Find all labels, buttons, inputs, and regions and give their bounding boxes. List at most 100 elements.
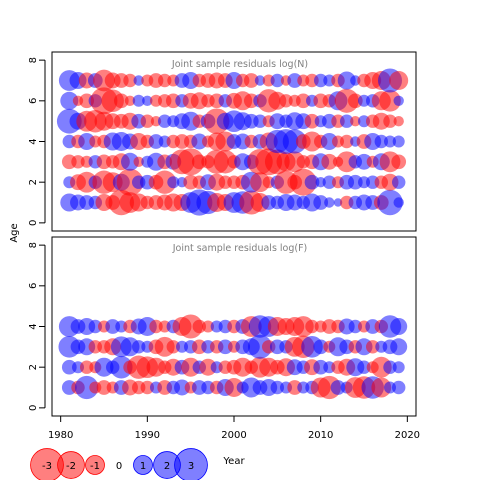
- y-tick-label-0-panel-2: 0: [28, 405, 39, 411]
- bubble-n-age7-2005: [270, 73, 285, 88]
- bubble-f-age2-2019: [392, 361, 405, 374]
- y-tick-label-2-panel-1: 2: [28, 179, 39, 185]
- bubble-n-age5-1990: [140, 114, 155, 128]
- legend-label--3: -3: [42, 461, 52, 472]
- y-tick-label-6-panel-1: 6: [28, 98, 39, 104]
- bubble-f-age1-2017: [371, 377, 392, 398]
- panel-log-f-bubbles: [58, 314, 408, 400]
- bubble-f-age3-1989: [131, 340, 146, 354]
- bubble-n-age4-2011: [320, 133, 338, 150]
- y-tick-label-8-panel-1: 8: [28, 57, 39, 63]
- bubble-f-age1-2000: [224, 378, 244, 397]
- bubble-n-age4-2018: [383, 135, 397, 148]
- legend: -3 -2 -1 0 1 2 3: [30, 448, 208, 480]
- bubble-f-age4-1997: [201, 320, 215, 333]
- bubble-f-age1-2012: [330, 380, 346, 395]
- bubble-n-age1-2012: [333, 198, 343, 207]
- bubble-n-age7-2003: [254, 75, 266, 86]
- bubble-n-age6-1987: [113, 93, 129, 109]
- legend-bubble-1: [133, 455, 153, 475]
- bubble-n-age3-1982: [71, 155, 85, 169]
- bubble-f-age1-1983: [75, 375, 99, 400]
- bubble-f-age1-2019: [391, 380, 406, 395]
- bubble-n-age2-2014: [347, 174, 363, 190]
- axes: 0 2 4 6 8 0 2 4 6 8 1980 1990 2000 2010 2020: [28, 57, 420, 441]
- x-axis-title: Year: [222, 456, 245, 467]
- bubble-n-age7-1989: [133, 75, 144, 86]
- bubble-n-age4-1983: [78, 133, 96, 150]
- bubble-f-age3-1993: [166, 340, 181, 354]
- bubble-n-age4-2019: [392, 135, 405, 148]
- bubble-f-age2-2010: [313, 359, 329, 375]
- bubble-n-age1-2019: [393, 197, 404, 208]
- bubble-n-age1-2010: [313, 195, 329, 210]
- bubble-f-age4-1991: [149, 319, 163, 334]
- bubble-n-age2-2011: [322, 175, 337, 189]
- bubble-n-age6-1989: [132, 94, 145, 107]
- bubble-f-age2-2018: [383, 360, 397, 374]
- bubble-f-age2-2015: [357, 360, 371, 374]
- bubble-f-age2-1983: [79, 360, 94, 374]
- y-tick-label-0-panel-1: 0: [28, 220, 39, 226]
- panel-log-n-title: Joint sample residuals log(N): [171, 59, 308, 70]
- legend-label--2: -2: [66, 461, 76, 472]
- bubble-n-age3-2019: [391, 154, 407, 170]
- bubble-n-age3-1988: [120, 152, 140, 171]
- x-tick-label-2020: 2020: [395, 430, 420, 441]
- panel-log-n: Joint sample residuals log(N): [51, 51, 417, 232]
- legend-label-0: 0: [116, 461, 122, 472]
- bubble-n-age3-1989: [133, 156, 144, 167]
- bubble-n-age4-2013: [339, 134, 354, 149]
- y-tick-label-2-panel-2: 2: [28, 364, 39, 370]
- bubble-n-age7-2013: [337, 71, 356, 90]
- bubble-f-age1-2005: [270, 380, 285, 395]
- bubble-n-age7-1992: [157, 73, 172, 88]
- legend-bubble--1: [85, 455, 105, 475]
- bubble-n-age2-1993: [167, 176, 180, 189]
- bubble-n-age2-2019: [391, 175, 406, 189]
- bubble-f-age4-2019: [390, 318, 408, 335]
- y-tick-label-4-panel-1: 4: [28, 138, 39, 144]
- bubble-f-age1-1990: [140, 380, 155, 395]
- bubble-f-age4-1996: [192, 319, 207, 334]
- legend-label-2: 2: [164, 461, 170, 472]
- bubble-f-age2-1997: [199, 358, 217, 376]
- bubble-n-age2-2009: [304, 174, 320, 190]
- bubble-f-age1-1985: [96, 380, 112, 395]
- bubble-n-age7-2019: [389, 71, 409, 90]
- x-tick-label-2010: 2010: [308, 430, 333, 441]
- bubble-n-age4-2017: [374, 134, 389, 149]
- bubble-n-age7-1988: [123, 73, 137, 88]
- bubble-n-age2-1992: [153, 170, 177, 194]
- x-tick-label-1980: 1980: [48, 430, 73, 441]
- bubble-f-age4-1986: [105, 319, 121, 334]
- panel-log-f-title: Joint sample residuals log(F): [172, 243, 308, 254]
- bubble-n-age3-2015: [356, 153, 372, 170]
- bubble-n-age5-2019: [393, 116, 404, 127]
- bubble-n-age5-2018: [383, 114, 397, 128]
- bubble-n-age4-1991: [148, 134, 164, 149]
- bubble-n-age7-2002: [243, 73, 259, 88]
- bubble-n-age5-2013: [339, 114, 354, 128]
- bubble-n-age5-1992: [157, 114, 172, 128]
- bubble-n-age6-2019: [393, 95, 404, 107]
- bubble-n-age1-2018: [377, 189, 403, 216]
- bubble-f-age4-2009: [305, 319, 319, 334]
- legend-bubble--2: [57, 451, 85, 479]
- bubble-f-age3-1999: [217, 339, 233, 355]
- legend-label--1: -1: [90, 461, 100, 472]
- y-tick-label-4-panel-2: 4: [28, 323, 39, 329]
- bubble-n-age5-2014: [350, 116, 361, 127]
- bubble-f-age1-1994: [174, 379, 190, 396]
- y-tick-label-6-panel-2: 6: [28, 283, 39, 289]
- panel-log-f: Joint sample residuals log(F): [51, 236, 417, 417]
- bubble-n-age6-2018: [379, 89, 401, 112]
- bubble-n-age6-1990: [142, 95, 153, 107]
- bubble-n-age7-2010: [313, 73, 328, 88]
- bubble-f-age4-1984: [88, 319, 103, 334]
- bubble-n-age5-2009: [304, 113, 320, 129]
- bubble-n-age6-1981: [60, 91, 79, 110]
- legend-label-1: 1: [140, 461, 146, 472]
- x-tick-label-1990: 1990: [135, 430, 160, 441]
- bubble-n-age6-2008: [295, 93, 311, 109]
